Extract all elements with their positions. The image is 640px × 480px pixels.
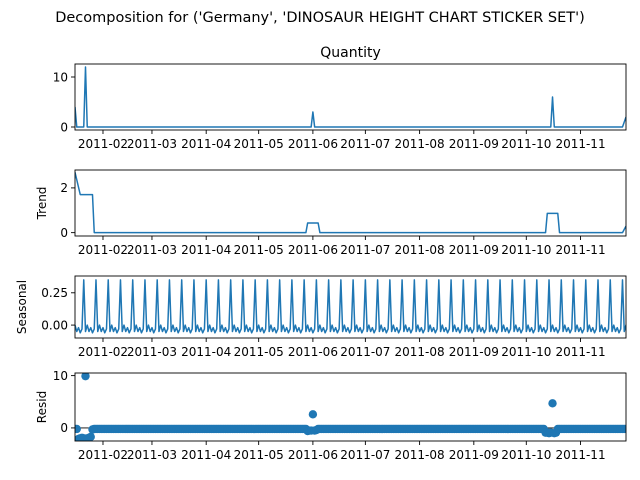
- resid-axes-frame: [74, 372, 627, 442]
- observed-x-tick-label: 2011-02: [78, 137, 128, 151]
- trend-x-tick-label: 2011-03: [127, 243, 177, 257]
- trend-series-line: [75, 172, 626, 234]
- resid-point: [308, 410, 318, 419]
- observed-y-tick-label: 0: [60, 120, 68, 134]
- seasonal-x-tick-label: 2011-10: [501, 345, 551, 359]
- observed-x-tick-label: 2011-06: [288, 137, 338, 151]
- seasonal-x-tick-label: 2011-09: [449, 345, 499, 359]
- seasonal-x-tick-label: 2011-06: [288, 345, 338, 359]
- resid-y-tick-label: 0: [60, 421, 68, 435]
- observed-x-tick-label: 2011-11: [555, 137, 605, 151]
- trend-x-tick-label: 2011-06: [288, 243, 338, 257]
- seasonal-axes-frame: [74, 275, 627, 339]
- resid-point: [86, 432, 95, 441]
- resid-x-tick-label: 2011-03: [127, 448, 177, 462]
- resid-point: [75, 424, 81, 434]
- resid-point: [548, 399, 557, 408]
- seasonal-y-tick-label: 0.00: [41, 318, 68, 332]
- resid-x-tick-label: 2011-05: [234, 448, 284, 462]
- trend-ylabel: Trend: [35, 187, 49, 221]
- seasonal-ylabel: Seasonal: [15, 280, 29, 334]
- trend-x-tick-label: 2011-10: [501, 243, 551, 257]
- observed-title: Quantity: [320, 45, 381, 61]
- seasonal-x-tick-label: 2011-04: [181, 345, 231, 359]
- observed-x-tick-label: 2011-10: [501, 137, 551, 151]
- seasonal-x-tick-label: 2011-05: [234, 345, 284, 359]
- observed-x-tick-label: 2011-05: [234, 137, 284, 151]
- trend-x-tick-label: 2011-04: [181, 243, 231, 257]
- observed-series-line: [75, 66, 626, 128]
- trend-x-tick-label: 2011-07: [340, 243, 390, 257]
- seasonal-x-tick-label: 2011-07: [340, 345, 390, 359]
- figure-suptitle: Decomposition for ('Germany', 'DINOSAUR …: [55, 10, 585, 26]
- resid-x-tick-label: 2011-11: [555, 448, 605, 462]
- resid-point: [81, 373, 90, 381]
- resid-x-tick-label: 2011-08: [395, 448, 445, 462]
- seasonal-x-tick-label: 2011-08: [395, 345, 445, 359]
- seasonal-series-line: [75, 279, 626, 334]
- trend-axes-frame: [74, 169, 627, 237]
- trend-x-tick-label: 2011-05: [234, 243, 284, 257]
- trend-y-tick-label: 2: [60, 181, 68, 195]
- observed-x-tick-label: 2011-04: [181, 137, 231, 151]
- trend-x-tick-label: 2011-09: [449, 243, 499, 257]
- trend-x-tick-label: 2011-08: [395, 243, 445, 257]
- resid-point: [621, 424, 626, 434]
- trend-y-tick-label: 0: [60, 226, 68, 240]
- resid-x-tick-label: 2011-06: [288, 448, 338, 462]
- resid-x-tick-label: 2011-10: [501, 448, 551, 462]
- observed-x-tick-label: 2011-03: [127, 137, 177, 151]
- resid-y-tick-label: 10: [53, 369, 68, 383]
- resid-ylabel: Resid: [35, 391, 49, 423]
- seasonal-x-tick-label: 2011-02: [78, 345, 128, 359]
- trend-x-tick-label: 2011-02: [78, 243, 128, 257]
- resid-x-tick-label: 2011-04: [181, 448, 231, 462]
- resid-x-tick-label: 2011-09: [449, 448, 499, 462]
- resid-x-tick-label: 2011-02: [78, 448, 128, 462]
- resid-x-tick-label: 2011-07: [340, 448, 390, 462]
- seasonal-y-tick-label: 0.25: [41, 286, 68, 300]
- observed-x-tick-label: 2011-08: [395, 137, 445, 151]
- trend-x-tick-label: 2011-11: [555, 243, 605, 257]
- seasonal-x-tick-label: 2011-03: [127, 345, 177, 359]
- observed-y-tick-label: 10: [53, 70, 68, 84]
- seasonal-x-tick-label: 2011-11: [555, 345, 605, 359]
- observed-axes-frame: [74, 63, 627, 131]
- observed-x-tick-label: 2011-07: [340, 137, 390, 151]
- observed-x-tick-label: 2011-09: [449, 137, 499, 151]
